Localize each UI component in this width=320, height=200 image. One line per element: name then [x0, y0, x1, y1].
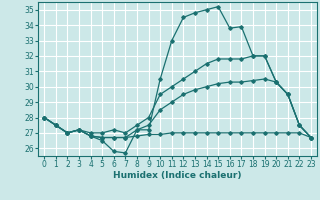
X-axis label: Humidex (Indice chaleur): Humidex (Indice chaleur)	[113, 171, 242, 180]
